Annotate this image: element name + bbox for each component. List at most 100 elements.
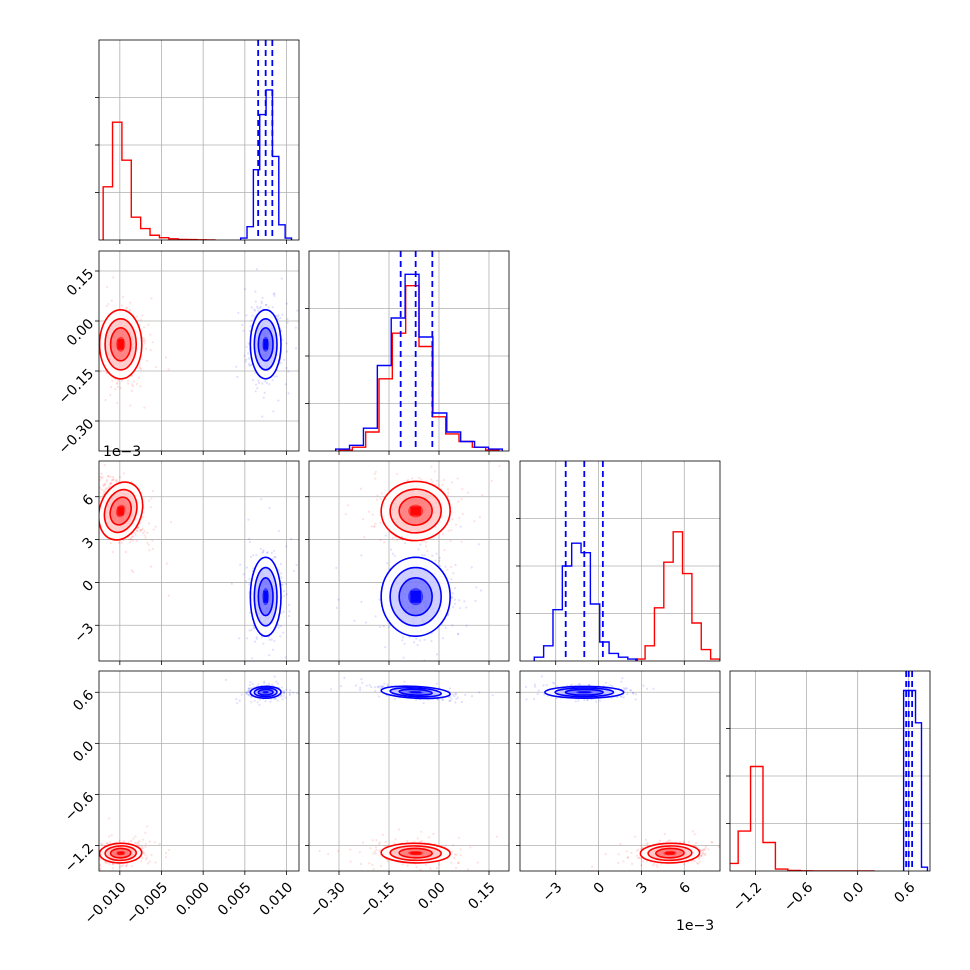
scatter-point — [447, 491, 450, 494]
scatter-point — [391, 552, 394, 555]
scatter-point — [262, 396, 265, 399]
scatter-point — [273, 697, 276, 700]
scatter-point — [102, 484, 105, 487]
scatter-point — [467, 491, 470, 494]
scatter-point — [151, 489, 154, 493]
scatter-point — [244, 360, 247, 363]
scatter-point — [475, 586, 478, 589]
y-tick-label: 6 — [80, 492, 98, 510]
scatter-point — [246, 637, 249, 640]
scatter-point — [110, 479, 114, 482]
scatter-point — [374, 522, 377, 525]
scatter-point — [262, 549, 265, 552]
scatter-point — [288, 692, 291, 695]
scatter-point — [446, 614, 450, 617]
scatter-point — [158, 842, 161, 846]
scatter-point — [136, 526, 139, 530]
scatter-point — [265, 303, 268, 307]
scatter-point — [84, 468, 86, 470]
scatter-point — [290, 537, 293, 541]
scatter-point — [403, 642, 406, 645]
scatter-point — [129, 537, 133, 540]
scatter-point — [281, 338, 284, 342]
scatter-point — [147, 543, 150, 546]
scatter-point — [116, 381, 119, 385]
scatter-point — [273, 639, 276, 643]
scatter-point — [88, 314, 90, 316]
scatter-point — [106, 487, 110, 490]
scatter-point — [360, 600, 363, 604]
scatter-point — [280, 686, 283, 689]
scatter-point — [135, 315, 139, 318]
scatter-point — [102, 493, 105, 496]
scatter-point — [127, 841, 130, 844]
scatter-point — [453, 586, 457, 590]
panel-frame — [308, 460, 510, 662]
scatter-point — [255, 636, 258, 639]
scatter-point — [376, 494, 379, 497]
scatter-point — [277, 399, 280, 402]
scatter-point — [261, 382, 264, 385]
scatter-point — [99, 867, 102, 870]
scatter-point — [400, 535, 403, 539]
scatter-point — [250, 319, 253, 322]
scatter-point — [143, 337, 146, 340]
scatter-point — [288, 603, 291, 607]
scatter-point — [138, 840, 141, 843]
scatter-point — [451, 518, 454, 521]
scatter-point — [112, 276, 115, 279]
scatter-point — [92, 314, 94, 316]
scatter-point — [96, 489, 98, 491]
scatter-point — [473, 520, 476, 523]
scatter-point — [100, 842, 103, 845]
scatter-point — [105, 371, 108, 374]
scatter-point — [393, 554, 396, 557]
scatter-point — [276, 315, 279, 318]
scatter-point — [104, 398, 107, 402]
scatter-point — [265, 381, 269, 384]
scatter-point — [249, 364, 252, 367]
scatter-point — [99, 478, 102, 481]
scatter-point — [450, 529, 453, 532]
scatter-point — [62, 310, 64, 312]
scatter-point — [420, 478, 423, 481]
grid — [95, 671, 299, 875]
scatter-point — [295, 563, 298, 567]
scatter-point — [147, 862, 150, 865]
y-tick-label: 0.15 — [64, 266, 97, 299]
scatter-point — [460, 498, 463, 501]
scatter-point — [170, 520, 173, 523]
scatter-point — [143, 339, 146, 342]
scatter-point — [247, 694, 250, 697]
scatter-point — [401, 639, 404, 642]
scatter-point — [296, 309, 299, 312]
scatter-point — [395, 472, 399, 475]
scatter-point — [116, 480, 119, 483]
scatter-point — [285, 302, 288, 305]
scatter-point — [282, 610, 285, 614]
scatter-point — [238, 637, 241, 640]
scatter-point — [237, 311, 240, 314]
scatter-point — [280, 277, 283, 280]
scatter-point — [124, 550, 127, 554]
scatter-point — [144, 536, 147, 539]
scatter-point — [285, 366, 288, 370]
scatter-point — [119, 386, 122, 390]
scatter-point — [435, 653, 439, 656]
scatter-point — [457, 500, 460, 503]
scatter-point — [134, 534, 137, 537]
scatter-point — [335, 606, 338, 610]
scatter-point — [138, 376, 141, 379]
scatter-point — [247, 357, 251, 360]
scatter-point — [235, 365, 238, 368]
scatter-point — [137, 872, 139, 874]
scatter-point — [268, 638, 271, 641]
scatter-point — [252, 554, 255, 557]
scatter-point — [254, 300, 257, 303]
scatter-point — [111, 867, 115, 870]
scatter-point — [137, 843, 140, 846]
scatter-point — [441, 637, 444, 640]
scatter-point — [371, 513, 374, 516]
scatter-point — [137, 526, 140, 529]
scatter-point — [144, 845, 147, 849]
